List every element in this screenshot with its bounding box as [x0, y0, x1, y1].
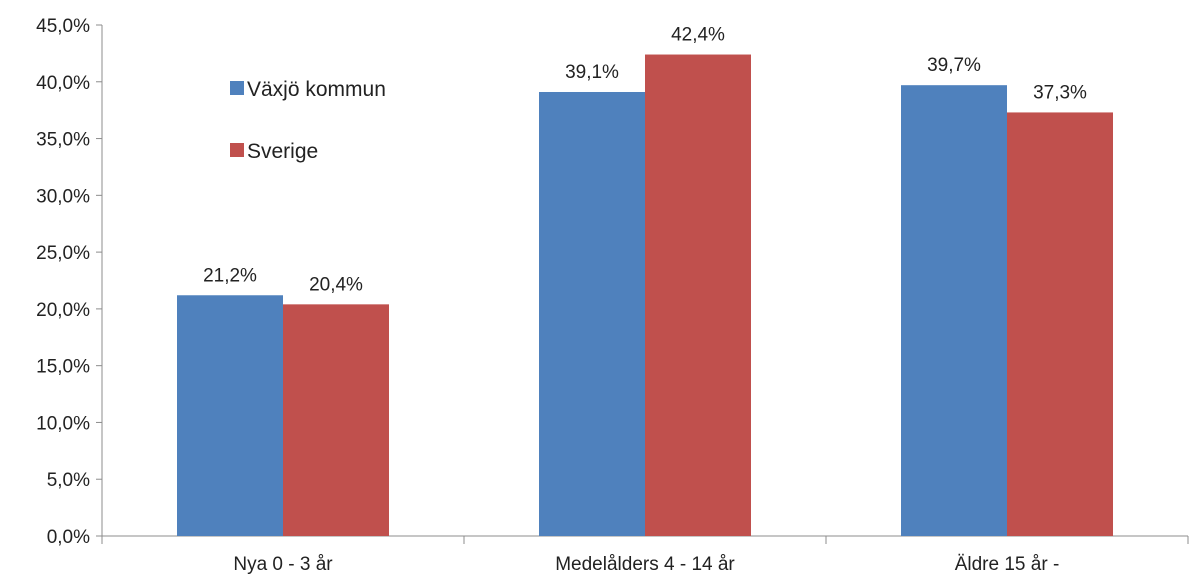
- y-axis: 0,0% 5,0% 10,0% 15,0% 20,0% 25,0% 30,0% 35,0% 40…: [36, 16, 103, 548]
- legend: Växjö kommun Sverige: [230, 78, 386, 163]
- x-axis: Nya 0 - 3 år Medelålders 4 - 14 år Äldre 1…: [101, 535, 1189, 575]
- data-labels: 21,2% 20,4% 39,1% 42,4% 39,7% 37,3%: [203, 25, 1087, 296]
- y-tick-label: 15,0%: [36, 357, 90, 378]
- data-label: 42,4%: [671, 25, 725, 46]
- data-label: 37,3%: [1033, 82, 1087, 103]
- legend-label: Växjö kommun: [247, 78, 386, 101]
- data-label: 21,2%: [203, 265, 257, 286]
- y-tick-label: 10,0%: [36, 413, 90, 434]
- data-label: 39,1%: [565, 62, 619, 83]
- y-tick-label: 0,0%: [47, 527, 90, 548]
- category-label: Medelålders 4 - 14 år: [555, 554, 735, 575]
- category-label: Äldre 15 år -: [955, 554, 1060, 575]
- legend-swatch: [230, 143, 244, 157]
- y-tick-label: 5,0%: [47, 470, 90, 491]
- data-label: 20,4%: [309, 274, 363, 295]
- legend-swatch: [230, 81, 244, 95]
- y-tick-label: 45,0%: [36, 16, 90, 37]
- y-tick-label: 30,0%: [36, 186, 90, 207]
- y-tick-label: 20,0%: [36, 300, 90, 321]
- y-tick-label: 40,0%: [36, 73, 90, 94]
- bars: [177, 54, 1113, 537]
- category-label: Nya 0 - 3 år: [233, 554, 333, 575]
- bar: [901, 85, 1007, 536]
- bar: [539, 91, 645, 537]
- y-tick-label: 25,0%: [36, 243, 90, 264]
- y-tick-label: 35,0%: [36, 130, 90, 151]
- bar: [645, 54, 751, 536]
- data-label: 39,7%: [927, 55, 981, 76]
- bar: [1007, 112, 1113, 536]
- bar: [283, 304, 389, 536]
- legend-label: Sverige: [247, 140, 318, 163]
- bar: [177, 295, 283, 536]
